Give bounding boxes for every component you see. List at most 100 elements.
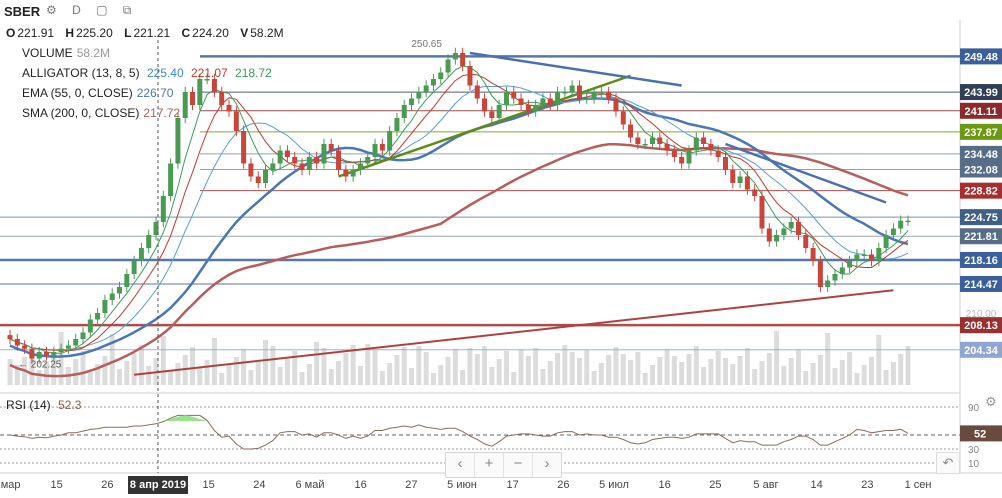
volume-bar [336,361,342,385]
candle-body [87,319,93,333]
volume-bar [839,360,845,385]
rsi-badge-label: 52 [974,428,986,440]
time-axis-tick-label: 26 [557,479,569,491]
candle-body [277,150,283,164]
legend-alligator-label: ALLIGATOR (13, 8, 5) [22,66,140,80]
price-badge-label: 208.13 [964,320,998,332]
volume-bar [226,365,232,385]
candle-body [825,280,831,287]
rsi-axis-tick-label: 10 [968,459,980,470]
legend-alligator[interactable]: ALLIGATOR (13, 8, 5) 225.40 221.07 218.7… [22,66,276,80]
volume-bar [774,331,780,385]
volume-bar [204,360,210,385]
candle-body [854,254,860,261]
legend-volume-label: VOLUME [22,46,73,60]
price-badge-label: 224.75 [964,212,998,224]
volume-bar [357,366,363,385]
volume-bar [496,359,502,385]
volume-bar [898,354,904,385]
candle-body [343,170,349,177]
candle-body [36,352,42,359]
rsi-value: 52.3 [58,398,82,412]
price-badge-label: 221.81 [964,231,998,243]
legend-ema[interactable]: EMA (55, 0, CLOSE) 226.70 [22,86,177,100]
candle-body [219,92,225,105]
price-badge [960,209,1002,226]
ohlc-l-label: L [124,26,132,40]
legend-sma[interactable]: SMA (200, 0, CLOSE) 217.72 [22,106,184,120]
volume-bar [584,350,590,385]
trend-line-blue [469,51,682,87]
chart-nav-bar[interactable]: ‹ + − › [445,452,562,478]
candle-body [409,98,415,105]
zoom-in-button[interactable]: + [475,453,504,477]
scroll-right-button[interactable]: › [544,455,550,472]
volume-bar [14,365,20,385]
volume-bar [95,364,101,385]
candle-body [737,176,743,183]
volume-bar [87,372,93,385]
candle-body [197,79,203,105]
candle-body [182,92,188,118]
volume-bar [686,354,692,385]
price-badge [960,182,1002,199]
candle-body [701,137,707,144]
volume-bar [664,349,670,385]
volume-bar [379,371,385,385]
candle-body [620,111,626,125]
scroll-left-button[interactable]: ‹ [446,453,475,477]
volume-bar [277,367,283,385]
candle-body [29,348,35,359]
rsi-line [9,414,909,450]
volume-bar [44,362,50,385]
volume-bar [861,365,867,385]
ohlc-v-value: 58.2M [250,26,284,40]
volume-bar [759,361,765,385]
candle-body [204,79,210,81]
time-axis-tick-label: 1 сен [905,479,932,491]
volume-bar [321,348,327,385]
volume-bar [722,358,728,385]
volume-bar [598,363,604,385]
rsi-legend[interactable]: RSI (14) 52.3 [6,398,81,412]
header-icons[interactable]: ⚙ D ▢ ⧉ [46,3,138,17]
candle-body [832,274,838,281]
volume-bar [306,364,312,385]
alligator-teeth-line [9,73,909,352]
candle-body [503,92,509,105]
volume-bar [752,369,758,385]
candle-body [715,150,721,157]
candle-body [847,261,853,268]
volume-bar [328,369,334,385]
trend-line-blue-2 [725,142,887,204]
volume-bar [452,349,458,385]
candle-body [693,137,699,151]
time-axis-tick-label: 17 [507,479,519,491]
volume-bar [905,346,911,385]
volume-bar [284,359,290,385]
price-badge [960,251,1002,268]
reset-icon[interactable]: ↶ [936,452,960,474]
volume-bar [803,371,809,385]
volume-bar [124,361,130,385]
volume-bar [606,355,612,385]
volume-bar [445,357,451,385]
time-axis-tick-label: 5 июн [447,479,477,491]
volume-bar [817,355,823,385]
candle-body [868,254,874,261]
alligator-jaw-line [9,85,909,351]
zoom-out-button[interactable]: − [504,453,533,477]
price-badge-label: 228.82 [964,186,998,198]
legend-alligator-v3: 218.72 [235,66,272,80]
time-axis-tick-label: 8 апр 2019 [130,479,186,491]
candle-body [365,157,371,164]
volume-bar [394,355,400,385]
gear-icon[interactable]: ⚙ [985,394,997,409]
price-badge [960,84,1002,101]
legend-volume[interactable]: VOLUME 58.2M [22,46,114,60]
volume-bar [474,354,480,385]
candle-body [124,274,130,287]
candle-body [664,144,670,151]
